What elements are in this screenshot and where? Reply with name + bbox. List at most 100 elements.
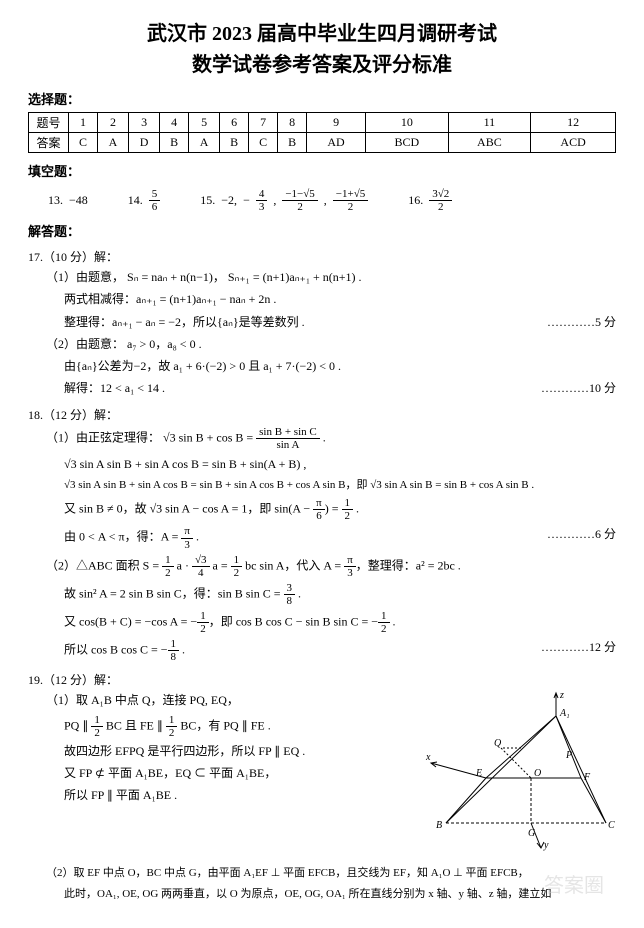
eq: a₇ > 0，a₈ < 0 . <box>127 337 202 351</box>
label-Q: Q <box>494 738 502 749</box>
fill-q16: 16. 3√2 2 <box>408 188 452 213</box>
q18-p1-l4: 又 sin B ≠ 0，故 √3 sin A − cos A = 1，即 sin… <box>64 497 616 522</box>
q18-p2-l3: 又 cos(B + C) = −cos A = −12，即 cos B cos … <box>64 610 616 635</box>
q19-text: （1）取 A₁B 中点 Q，连接 PQ, EQ， PQ ∥ 12 BC 且 FE… <box>28 688 416 862</box>
section-fill-label: 填空题： <box>28 161 616 180</box>
q19-figure: A₁ Q P E F B C G O x y z <box>416 688 616 862</box>
label-B: B <box>436 820 442 831</box>
text: ) = <box>325 502 342 516</box>
col-num: 10 <box>366 113 449 133</box>
col-num: 1 <box>69 113 98 133</box>
label-x: x <box>425 752 431 763</box>
watermark: 答案圈 <box>544 869 604 898</box>
frac: 12 <box>197 610 209 635</box>
q14-frac: 5 6 <box>149 188 161 213</box>
q18-solution: 18.（12 分）解： （1）由正弦定理得： √3 sin B + cos B … <box>28 406 616 663</box>
q19-p1-l3: 故四边形 EFPQ 是平行四边形，所以 FP ∥ EQ . <box>64 742 416 761</box>
answer-cell: C <box>249 133 278 153</box>
label-C: C <box>608 820 615 831</box>
label-G: G <box>528 828 535 839</box>
answer-cell: ABC <box>448 133 531 153</box>
q17-p1-l1: （1）由题意， Sₙ = naₙ + n(n−1)， Sₙ₊₁ = (n+1)a… <box>46 268 616 287</box>
text: 解得：12 < a₁ < 14 . <box>64 381 165 395</box>
q19-p1-l1: （1）取 A₁B 中点 Q，连接 PQ, EQ， <box>46 691 416 710</box>
frac: √34 <box>192 554 210 579</box>
label-A1: A₁ <box>559 708 570 719</box>
fill-q14: 14. 5 6 <box>128 188 161 213</box>
label-E: E <box>475 768 482 779</box>
frac-den: 3 <box>256 201 268 213</box>
text: 又 sin B ≠ 0，故 √3 sin A − cos A = 1，即 sin… <box>64 502 313 516</box>
q17-p2-l3: 解得：12 < a₁ < 14 . 10 分 <box>64 379 616 398</box>
q18-p2-l4: 所以 cos B cos C = −18 . 12 分 <box>64 638 616 663</box>
label-O: O <box>534 768 541 779</box>
q15-num: 15. <box>200 193 215 208</box>
frac-num: 1 <box>162 554 174 567</box>
frac-den: 2 <box>429 201 452 213</box>
t: . <box>390 614 396 628</box>
q17-p2-l2: 由{aₙ}公差为−2，故 a₁ + 6·(−2) > 0 且 a₁ + 7·(−… <box>64 357 616 376</box>
frac: 12 <box>91 714 103 739</box>
frac-den: 6 <box>313 510 325 522</box>
q18-p1-l2: √3 sin A sin B + sin A cos B = sin B + s… <box>64 455 616 474</box>
q13-val: −48 <box>69 193 88 208</box>
answer-cell: A <box>97 133 128 153</box>
score-12: 12 分 <box>541 638 616 657</box>
score-6: 6 分 <box>547 525 616 544</box>
q17-solution: 17.（10 分）解： （1）由题意， Sₙ = naₙ + n(n−1)， S… <box>28 248 616 398</box>
table-answer-row: 答案 C A D B A B C B AD BCD ABC ACD <box>29 133 616 153</box>
q15-f3: −1+√52 <box>333 188 368 213</box>
q19-header: 19.（12 分）解： <box>28 671 616 688</box>
label: （1）由题意， <box>46 270 124 284</box>
frac-den: 2 <box>166 727 178 739</box>
answer-cell: BCD <box>366 133 449 153</box>
answer-cell: C <box>69 133 98 153</box>
frac-num: 1 <box>166 714 178 727</box>
answer-cell: AD <box>307 133 366 153</box>
answer-cell: ACD <box>531 133 616 153</box>
q18-p1-l5: 由 0 < A < π，得：A = π3 . 6 分 <box>64 525 616 550</box>
frac-den: 3 <box>344 567 356 579</box>
answer-cell: B <box>160 133 189 153</box>
eq: Sₙ = naₙ + n(n−1)， <box>127 270 225 284</box>
answer-cell: A <box>189 133 220 153</box>
frac-num: 1 <box>231 554 243 567</box>
frac: 12 <box>162 554 174 579</box>
t: BC 且 FE ∥ <box>103 718 166 732</box>
col-num: 7 <box>249 113 278 133</box>
q15-c2: , <box>324 193 327 208</box>
frac-num: 3√2 <box>429 188 452 201</box>
frac: 12 <box>231 554 243 579</box>
q19-solution: 19.（12 分）解： （1）取 A₁B 中点 Q，连接 PQ, EQ， PQ … <box>28 671 616 903</box>
frac: π6 <box>313 497 325 522</box>
label-y: y <box>543 840 549 851</box>
col-num: 5 <box>189 113 220 133</box>
q19-p1-l2: PQ ∥ 12 BC 且 FE ∥ 12 BC，有 PQ ∥ FE . <box>64 714 416 739</box>
frac-num: −1−√5 <box>282 188 317 201</box>
q17-p1-l3: 整理得：aₙ₊₁ − aₙ = −2，所以{aₙ}是等差数列 . 5 分 <box>64 313 616 332</box>
frac-den: 8 <box>168 651 180 663</box>
q18-p1-l1: （1）由正弦定理得： √3 sin B + cos B = sin B + si… <box>46 426 616 451</box>
frac-den: 4 <box>192 567 210 579</box>
header-cell: 题号 <box>29 113 69 133</box>
fill-q15: 15. −2, −43, −1−√52, −1+√52 <box>200 188 368 213</box>
score-5: 5 分 <box>547 313 616 332</box>
label: （2）由题意： <box>46 337 124 351</box>
frac-num: −1+√5 <box>333 188 368 201</box>
frac: 18 <box>168 638 180 663</box>
rhs-frac: sin B + sin C sin A <box>256 426 320 451</box>
col-num: 6 <box>220 113 249 133</box>
frac-num: 3 <box>284 582 296 595</box>
text: 所以 cos B cos C = − <box>64 643 168 657</box>
frac: π3 <box>344 554 356 579</box>
frac-num: π <box>313 497 325 510</box>
pyramid-svg: A₁ Q P E F B C G O x y z <box>416 688 616 858</box>
frac-num: 1 <box>91 714 103 727</box>
t: bc sin A，代入 A = <box>242 558 344 572</box>
q15-f2: −1−√52 <box>282 188 317 213</box>
text: 又 cos(B + C) = −cos A = − <box>64 614 197 628</box>
q18-p2-l2: 故 sin² A = 2 sin B sin C，得：sin B sin C =… <box>64 582 616 607</box>
text: 整理得：aₙ₊₁ − aₙ = −2，所以{aₙ}是等差数列 . <box>64 315 305 329</box>
q19-p2-l1: （2）取 EF 中点 O，BC 中点 G，由平面 A₁EF ⊥ 平面 EFCB，… <box>46 865 616 883</box>
t: . <box>295 586 301 600</box>
